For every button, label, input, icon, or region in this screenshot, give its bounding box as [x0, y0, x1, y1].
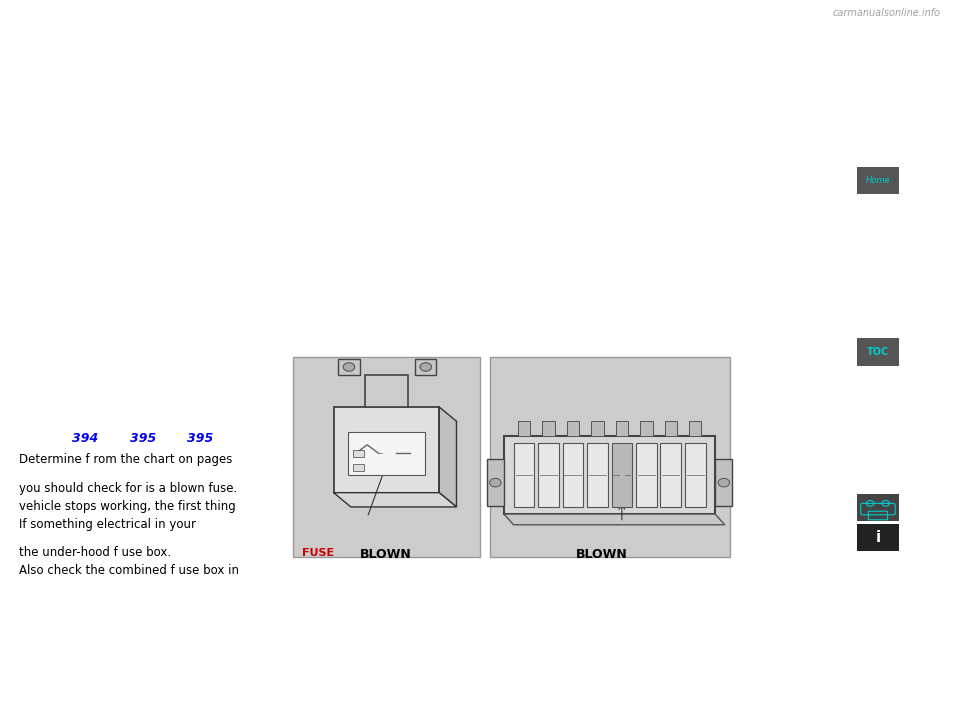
Text: BLOWN: BLOWN: [576, 548, 628, 561]
Bar: [857, 524, 899, 551]
Bar: [517, 421, 530, 436]
Bar: [689, 421, 702, 436]
Bar: [487, 459, 504, 506]
Bar: [566, 421, 579, 436]
Bar: [514, 443, 534, 507]
Bar: [338, 359, 359, 375]
Circle shape: [718, 478, 730, 487]
Bar: [415, 359, 436, 375]
Bar: [563, 443, 584, 507]
Bar: [664, 421, 677, 436]
Text: If something electrical in your: If something electrical in your: [19, 518, 196, 531]
Text: carmanualsonline.info: carmanualsonline.info: [832, 8, 941, 18]
Text: Also check the combined f use box in: Also check the combined f use box in: [19, 564, 239, 577]
Polygon shape: [334, 493, 457, 507]
Text: you should check for is a blown fuse.: you should check for is a blown fuse.: [19, 482, 237, 495]
Bar: [588, 443, 608, 507]
Polygon shape: [439, 407, 457, 507]
Bar: [612, 443, 632, 507]
Bar: [365, 375, 407, 407]
Bar: [542, 421, 555, 436]
Text: TOC: TOC: [867, 347, 889, 357]
Polygon shape: [504, 514, 725, 525]
Bar: [591, 421, 604, 436]
Bar: [857, 338, 899, 366]
Bar: [715, 459, 732, 506]
Circle shape: [490, 478, 501, 487]
Bar: [640, 421, 653, 436]
Bar: [353, 464, 365, 471]
Text: Home: Home: [866, 176, 890, 185]
Bar: [660, 443, 682, 507]
Circle shape: [344, 363, 354, 371]
Bar: [334, 407, 439, 493]
Bar: [293, 357, 480, 557]
Bar: [615, 421, 628, 436]
Bar: [504, 436, 715, 514]
Bar: [685, 443, 706, 507]
Bar: [348, 432, 424, 475]
Text: i: i: [876, 530, 880, 545]
Text: 395: 395: [130, 432, 156, 445]
Bar: [538, 443, 559, 507]
Text: 394: 394: [72, 432, 98, 445]
Text: 395: 395: [187, 432, 213, 445]
Bar: [857, 494, 899, 521]
Text: FUSE: FUSE: [302, 548, 334, 558]
Text: BLOWN: BLOWN: [360, 548, 412, 561]
Circle shape: [420, 363, 431, 371]
Text: vehicle stops working, the first thing: vehicle stops working, the first thing: [19, 500, 236, 513]
Bar: [857, 167, 899, 194]
Bar: [636, 443, 657, 507]
Text: the under-hood f use box.: the under-hood f use box.: [19, 546, 171, 559]
Text: Determine f rom the chart on pages: Determine f rom the chart on pages: [19, 453, 232, 466]
Bar: [353, 450, 365, 457]
Bar: [490, 357, 730, 557]
